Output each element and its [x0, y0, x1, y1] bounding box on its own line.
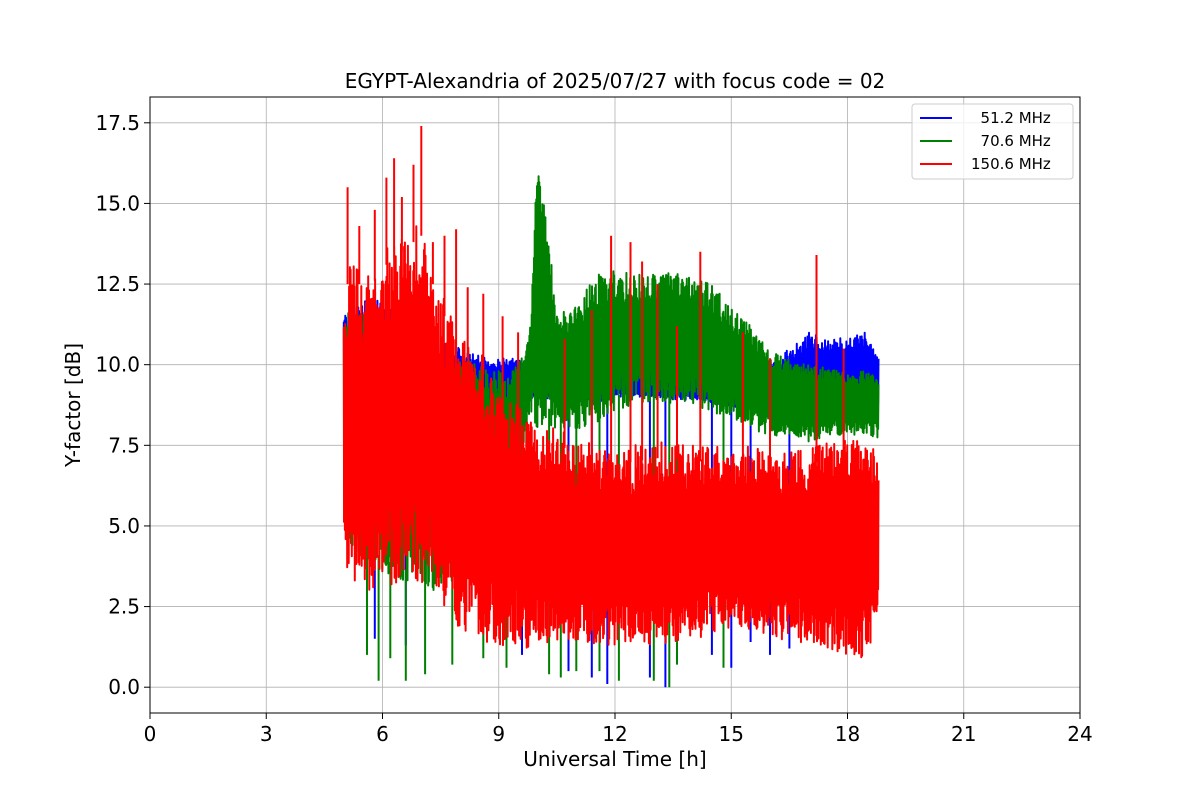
y-tick-label: 12.5 — [95, 272, 140, 296]
legend-box — [911, 103, 1074, 180]
x-tick-label: 3 — [260, 722, 273, 746]
legend-label: 70.6 MHz — [971, 132, 1051, 150]
x-tick-label: 24 — [1067, 722, 1092, 746]
series-line — [342, 126, 880, 659]
series-layer — [342, 126, 880, 688]
y-tick-label: 0.0 — [108, 675, 140, 699]
x-tick-label: 15 — [719, 722, 744, 746]
legend: 51.2 MHz 70.6 MHz 150.6 MHz — [911, 103, 1074, 180]
chart-title: EGYPT-Alexandria of 2025/07/27 with focu… — [345, 69, 886, 93]
legend-label: 51.2 MHz — [971, 109, 1051, 127]
x-tick-label: 12 — [602, 722, 627, 746]
x-tick-label: 0 — [144, 722, 157, 746]
y-tick-label: 2.5 — [108, 595, 140, 619]
y-tick-label: 5.0 — [108, 514, 140, 538]
x-tick-label: 6 — [376, 722, 389, 746]
y-tick-label: 10.0 — [95, 353, 140, 377]
y-axis-label: Y-factor [dB] — [61, 343, 85, 468]
x-tick-label: 9 — [492, 722, 505, 746]
y-tick-label: 7.5 — [108, 433, 140, 457]
ticks: 0 3 6 9 12 15 18 21 24 0.0 2.5 5.0 7.5 10.0 12.5 15.0 17… — [95, 111, 1092, 746]
x-axis-label: Universal Time [h] — [523, 747, 706, 771]
y-tick-label: 17.5 — [95, 111, 140, 135]
y-tick-label: 15.0 — [95, 191, 140, 215]
legend-label: 150.6 MHz — [971, 155, 1051, 173]
x-tick-label: 18 — [835, 722, 860, 746]
x-tick-label: 21 — [951, 722, 976, 746]
